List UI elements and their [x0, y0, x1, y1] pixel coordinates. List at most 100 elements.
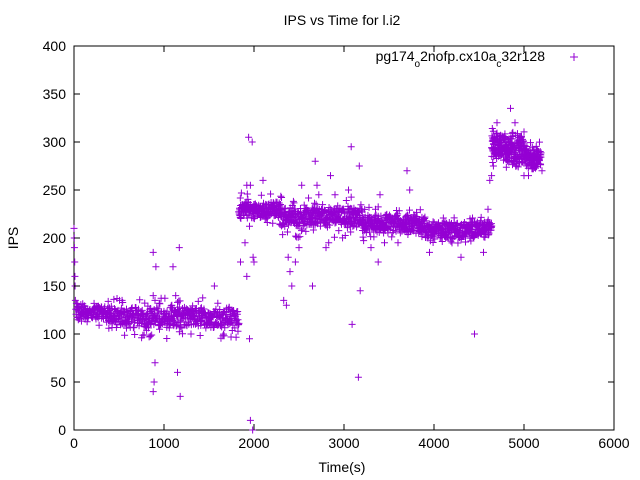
- data-point: [314, 204, 322, 212]
- data-point: [487, 226, 495, 234]
- data-point: [358, 205, 366, 213]
- data-point: [421, 213, 429, 221]
- data-point: [305, 194, 313, 202]
- x-tick-label: 6000: [598, 435, 629, 451]
- data-point: [289, 197, 297, 205]
- data-point: [477, 217, 485, 225]
- data-point: [71, 258, 79, 266]
- data-point: [234, 327, 242, 335]
- data-point: [426, 248, 433, 256]
- data-point: [477, 213, 485, 221]
- legend-marker: [570, 53, 578, 61]
- data-point: [163, 307, 171, 315]
- legend-label-part: 32r128: [501, 48, 545, 64]
- data-point: [514, 130, 522, 138]
- data-point: [290, 199, 298, 207]
- y-tick-label: 100: [43, 326, 67, 342]
- data-point: [95, 321, 103, 329]
- data-point: [413, 212, 421, 220]
- data-point: [105, 324, 113, 332]
- data-point: [269, 219, 277, 227]
- data-point: [263, 219, 271, 227]
- data-point: [150, 378, 158, 386]
- data-point: [131, 330, 139, 338]
- data-point: [514, 163, 522, 171]
- data-point: [172, 292, 180, 300]
- data-point: [538, 167, 546, 175]
- data-point: [418, 233, 426, 241]
- data-point: [466, 215, 474, 223]
- data-point: [406, 186, 414, 194]
- data-point: [520, 138, 528, 146]
- data-point: [77, 317, 85, 325]
- data-point: [245, 133, 253, 141]
- data-point: [112, 324, 120, 332]
- data-point: [359, 233, 367, 241]
- data-point: [312, 219, 320, 227]
- data-point: [210, 282, 218, 290]
- data-point: [536, 147, 544, 155]
- data-point: [140, 331, 148, 339]
- data-point: [319, 201, 327, 209]
- data-point: [128, 315, 136, 323]
- data-point: [237, 189, 245, 197]
- data-point: [71, 272, 79, 280]
- data-point: [148, 331, 156, 339]
- y-tick-label: 200: [43, 230, 67, 246]
- data-point: [471, 330, 478, 338]
- data-point: [302, 227, 310, 235]
- data-point: [219, 330, 227, 338]
- data-point: [327, 172, 334, 180]
- data-point: [318, 205, 325, 213]
- data-point: [348, 320, 356, 328]
- data-point: [151, 359, 159, 367]
- data-point: [246, 222, 253, 230]
- data-point: [388, 233, 396, 241]
- data-point: [537, 161, 545, 169]
- data-point: [341, 232, 349, 240]
- data-point: [445, 230, 453, 238]
- data-point: [313, 181, 321, 189]
- data-point: [423, 234, 431, 242]
- y-tick-label: 50: [50, 374, 66, 390]
- data-point: [429, 218, 437, 226]
- legend-label-part: o: [415, 59, 421, 70]
- y-tick-label: 300: [43, 134, 67, 150]
- legend-label-part: c: [496, 59, 501, 70]
- x-tick-label: 2000: [238, 435, 269, 451]
- data-point: [295, 244, 303, 252]
- y-tick-label: 350: [43, 86, 67, 102]
- data-point: [237, 258, 244, 266]
- data-point: [172, 322, 180, 330]
- data-point: [150, 321, 158, 329]
- data-point: [236, 213, 244, 221]
- axes: 0 1000 2000 3000 4000 5000 6000 0 50 100 150 200 250…: [43, 38, 630, 451]
- data-point: [70, 224, 78, 232]
- data-point: [520, 128, 528, 136]
- data-point: [176, 297, 184, 305]
- data-point: [74, 316, 82, 324]
- data-point: [71, 296, 79, 304]
- data-point: [438, 238, 446, 246]
- data-point: [381, 239, 388, 247]
- data-point: [439, 214, 447, 222]
- data-point: [257, 191, 265, 199]
- data-point: [480, 248, 487, 256]
- data-point: [511, 148, 519, 156]
- data-point: [141, 299, 149, 307]
- data-point: [243, 272, 251, 280]
- data-point: [523, 142, 531, 150]
- data-point: [509, 128, 517, 136]
- data-point: [511, 119, 519, 127]
- legend-label-part: pg174: [376, 48, 415, 64]
- data-point: [342, 197, 350, 205]
- data-point: [122, 324, 130, 332]
- data-point: [250, 258, 258, 266]
- data-point: [110, 295, 118, 303]
- data-point: [122, 308, 130, 316]
- data-point: [347, 143, 355, 151]
- data-point: [310, 199, 318, 207]
- data-point: [220, 332, 228, 340]
- data-point: [201, 320, 208, 328]
